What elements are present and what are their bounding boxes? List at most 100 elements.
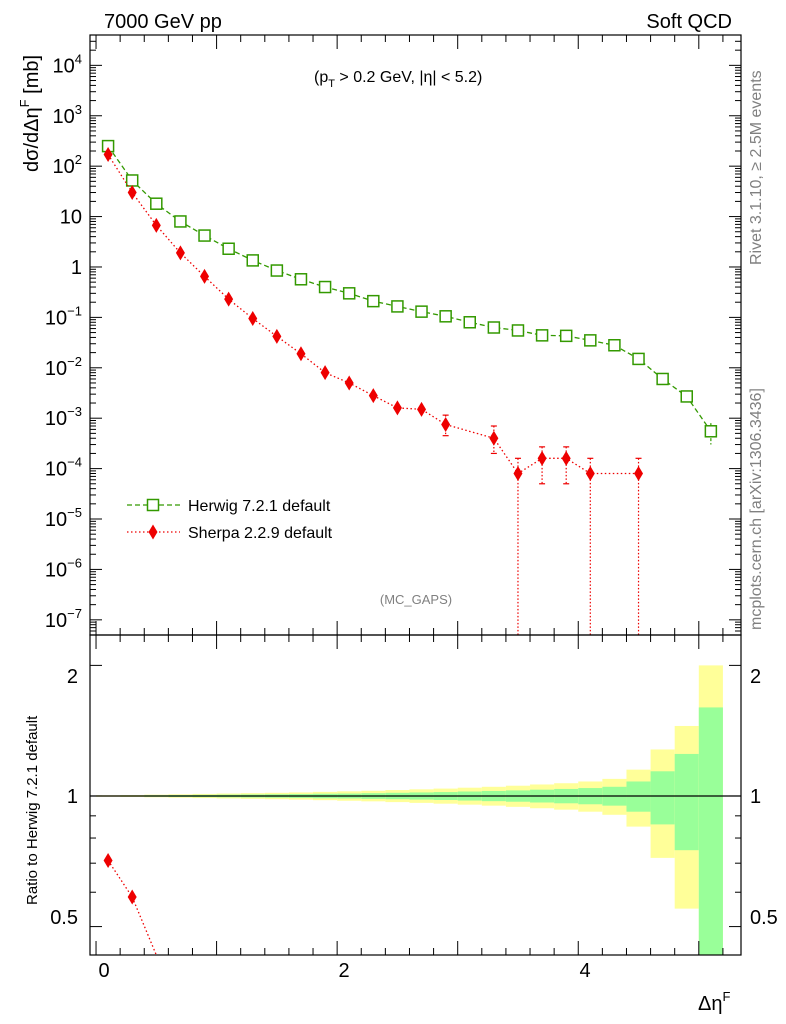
x-tick-label: 0 <box>98 960 109 982</box>
herwig-point <box>367 294 380 308</box>
y-tick-label-base: 10 <box>45 509 67 531</box>
herwig-point <box>487 321 501 334</box>
y-tick-label-exponent: 4 <box>75 51 82 66</box>
y-tick-label-exponent: 2 <box>75 152 82 167</box>
ratio-sherpa-point <box>127 889 137 905</box>
y-tick-label-exponent: 3 <box>75 102 82 117</box>
herwig-point <box>463 316 476 329</box>
sherpa-point <box>224 291 234 307</box>
y-tick-label-exponent: −3 <box>67 404 82 419</box>
herwig-point <box>584 334 597 347</box>
legend-sherpa-label: Sherpa 2.2.9 default <box>188 525 333 542</box>
x-axis-title: ΔηF <box>698 989 730 1015</box>
y-tick-label-exponent: −2 <box>67 354 82 369</box>
sherpa-line <box>107 154 639 475</box>
ratio-band-inner <box>698 707 723 955</box>
legend-herwig-marker <box>146 498 160 512</box>
y-tick-label: 10−2 <box>45 354 82 380</box>
main-y-axis-title-main: dσ/dΔη <box>21 107 43 172</box>
y-tick-label-exponent: −5 <box>67 505 82 520</box>
rivet-version-label: Rivet 3.1.10, ≥ 2.5M events <box>748 70 765 265</box>
ratio-band-inner <box>650 771 675 825</box>
herwig-point <box>125 174 139 187</box>
analysis-name: (MC_GAPS) <box>380 592 452 607</box>
herwig-point <box>318 280 332 294</box>
herwig-line <box>107 145 712 432</box>
herwig-point <box>511 324 525 337</box>
herwig-point <box>608 339 621 352</box>
cuts-subscript: T <box>328 78 335 90</box>
herwig-point <box>391 300 404 313</box>
x-tick-label: 4 <box>579 960 590 982</box>
sherpa-point <box>368 388 378 404</box>
legend-entry-herwig: Herwig 7.2.1 default <box>127 498 331 515</box>
herwig-point <box>246 254 259 267</box>
ratio-y-axis-title: Ratio to Herwig 7.2.1 default <box>24 715 41 905</box>
y-tick-label-base: 10 <box>45 559 67 581</box>
sherpa-point <box>561 450 571 466</box>
main-y-axis-title-sup: F <box>17 99 32 107</box>
sherpa-point <box>634 465 644 481</box>
y-tick-label-exponent: −4 <box>67 455 82 470</box>
sherpa-point <box>537 450 547 466</box>
y-tick-label-exponent: −7 <box>67 606 82 621</box>
ratio-sherpa-line <box>107 860 157 956</box>
sherpa-point <box>127 185 137 201</box>
herwig-point <box>342 287 356 300</box>
y-tick-label-exponent: −6 <box>67 555 82 570</box>
header-energy: 7000 GeV pp <box>104 11 222 33</box>
sherpa-point <box>103 147 113 163</box>
herwig-point <box>704 425 718 438</box>
ratio-frame <box>89 634 742 956</box>
herwig-point <box>632 352 645 366</box>
sherpa-point <box>417 401 427 417</box>
y-tick-label-base: 10 <box>53 55 75 77</box>
y-tick-label: 102 <box>53 152 82 178</box>
y-tick-label-base: 10 <box>45 408 67 430</box>
main-y-axis-title: dσ/dΔηF [mb] <box>17 55 43 172</box>
herwig-point <box>656 372 669 386</box>
y-tick-label: 10 <box>60 207 82 229</box>
sherpa-point <box>296 346 306 362</box>
ratio-tick-label-right: 0.5 <box>750 907 778 929</box>
herwig-point <box>270 264 284 277</box>
sherpa-point <box>344 375 354 391</box>
ratio-tick-label-right: 1 <box>750 786 761 808</box>
header-process: Soft QCD <box>646 11 732 33</box>
x-axis-title-main: Δη <box>698 993 722 1015</box>
y-tick-label-exponent: −1 <box>67 303 82 318</box>
herwig-point <box>439 310 452 323</box>
sherpa-point <box>151 217 161 233</box>
sherpa-point <box>513 465 523 481</box>
y-tick-label-base: 10 <box>53 156 75 178</box>
y-tick-label: 10−7 <box>45 606 82 632</box>
sherpa-point <box>175 245 185 261</box>
cuts-annotation: (pT > 0.2 GeV, |η| < 5.2) <box>314 69 482 90</box>
ratio-tick-label-left: 0.5 <box>50 907 78 929</box>
y-tick-label: 10−1 <box>45 303 82 329</box>
mcplots-label: mcplots.cern.ch [arXiv:1306.3436] <box>748 388 765 630</box>
ratio-tick-label-left: 2 <box>67 666 78 688</box>
sherpa-point <box>392 400 402 416</box>
herwig-point <box>294 273 308 286</box>
y-tick-label-base: 10 <box>45 610 67 632</box>
y-tick-label-base: 10 <box>53 106 75 128</box>
y-tick-label-base: 10 <box>45 307 67 329</box>
herwig-point <box>680 390 693 403</box>
ratio-sherpa-point <box>103 853 113 869</box>
herwig-point <box>415 305 428 318</box>
ratio-tick-label-right: 2 <box>750 666 761 688</box>
x-axis-title-sup: F <box>722 989 730 1004</box>
cuts-suffix: > 0.2 GeV, |η| < 5.2) <box>335 69 482 86</box>
y-tick-label-base: 10 <box>45 358 67 380</box>
herwig-point <box>174 215 187 228</box>
sherpa-point <box>248 311 258 327</box>
legend: Herwig 7.2.1 default Sherpa 2.2.9 defaul… <box>127 498 333 542</box>
sherpa-point <box>272 328 282 344</box>
sherpa-point <box>585 465 595 481</box>
sherpa-point <box>489 430 499 446</box>
herwig-point <box>150 197 163 210</box>
sherpa-point <box>320 365 330 381</box>
